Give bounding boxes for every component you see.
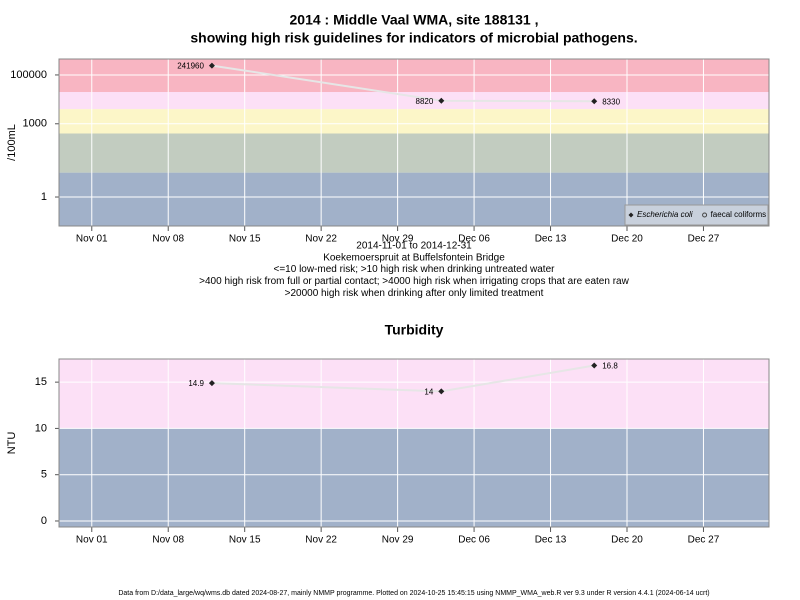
x-tick-label: Nov 22 <box>305 234 337 245</box>
y-tick-label: 100000 <box>10 69 47 81</box>
risk-band <box>59 59 769 93</box>
x-tick-label: Dec 20 <box>611 535 643 546</box>
x-tick-label: Dec 27 <box>688 535 720 546</box>
page-title: 2014 : Middle Vaal WMA, site 188131 , <box>290 12 539 28</box>
x-tick-label: Nov 22 <box>305 535 337 546</box>
y-tick-label: 1000 <box>23 118 47 130</box>
x-tick-label: Nov 15 <box>229 234 261 245</box>
x-tick-label: Nov 08 <box>152 535 184 546</box>
y-tick-label: 1 <box>41 191 47 203</box>
x-tick-label: Dec 27 <box>688 234 720 245</box>
x-tick-label: Nov 29 <box>382 234 414 245</box>
data-point <box>438 388 445 395</box>
note: >20000 high risk when drinking after onl… <box>285 288 544 299</box>
data-point <box>591 98 598 105</box>
data-point <box>208 380 215 387</box>
data-label: 14.9 <box>188 379 204 388</box>
y-axis-label: NTU <box>6 432 18 455</box>
x-tick-label: Nov 29 <box>382 535 414 546</box>
legend-label: faecal coliforms <box>711 210 767 219</box>
note: Koekemoerspruit at Buffelsfontein Bridge <box>323 252 505 263</box>
legend-box <box>624 204 769 226</box>
y-tick-label: 15 <box>35 376 47 388</box>
x-tick-label: Dec 13 <box>535 535 567 546</box>
note: >400 high risk from full or partial cont… <box>199 276 629 287</box>
legend-marker <box>702 212 708 218</box>
data-label: 241960 <box>177 62 204 71</box>
risk-band <box>59 133 769 173</box>
note: <=10 low-med risk; >10 high risk when dr… <box>274 264 556 275</box>
x-tick-label: Nov 15 <box>229 535 261 546</box>
risk-band <box>59 109 769 134</box>
x-tick-label: Dec 06 <box>458 234 490 245</box>
data-label: 8330 <box>602 97 620 106</box>
x-tick-label: Nov 01 <box>76 535 108 546</box>
x-tick-label: Dec 13 <box>535 234 567 245</box>
y-tick-label: 5 <box>41 469 47 481</box>
plot-frame <box>58 358 770 528</box>
legend-label: Escherichia coli <box>637 210 693 219</box>
page-title: showing high risk guidelines for indicat… <box>190 30 637 46</box>
risk-band <box>59 428 769 527</box>
x-tick-label: Dec 20 <box>611 234 643 245</box>
risk-band <box>59 92 769 110</box>
legend-marker <box>628 212 634 218</box>
plot-frame <box>58 58 770 227</box>
data-label: 8820 <box>416 97 434 106</box>
data-label: 16.8 <box>602 362 618 371</box>
note: 2014-11-01 to 2014-12-31 <box>356 241 472 252</box>
footer: Data from D:/data_large/wq/wms.db dated … <box>118 590 709 597</box>
x-tick-label: Dec 06 <box>458 535 490 546</box>
data-point <box>438 97 445 104</box>
y-tick-label: 0 <box>41 515 47 527</box>
chart-title: Turbidity <box>385 322 444 338</box>
y-axis-label: /100mL <box>6 124 18 161</box>
data-point <box>591 362 598 369</box>
x-tick-label: Nov 01 <box>76 234 108 245</box>
data-point <box>208 62 215 69</box>
data-label: 14 <box>424 388 433 397</box>
x-tick-label: Nov 08 <box>152 234 184 245</box>
y-tick-label: 10 <box>35 422 47 434</box>
risk-band <box>59 359 769 429</box>
